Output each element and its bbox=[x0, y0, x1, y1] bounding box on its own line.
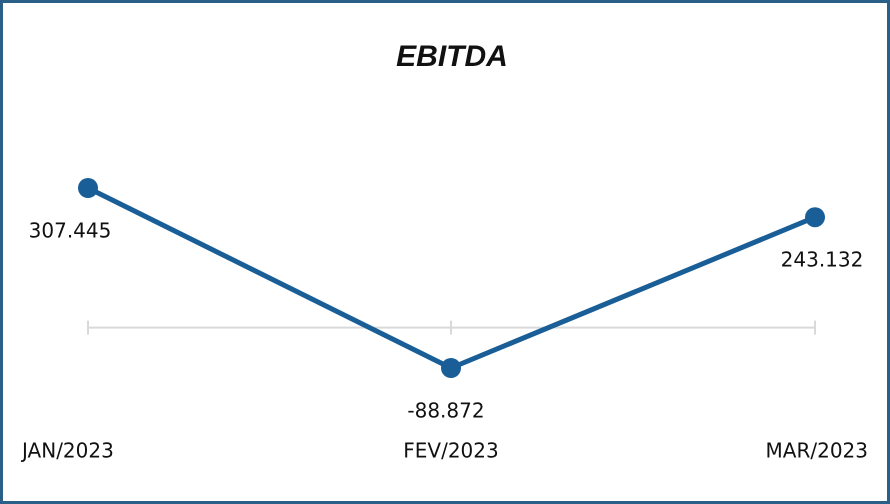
x-tick-label: FEV/2023 bbox=[403, 439, 498, 463]
x-tick-label: JAN/2023 bbox=[20, 439, 114, 463]
point bbox=[805, 207, 825, 228]
data-label: 307.445 bbox=[29, 219, 112, 243]
point bbox=[441, 358, 461, 378]
point bbox=[78, 178, 98, 198]
data-label: -88.872 bbox=[407, 399, 484, 423]
data-label: 243.132 bbox=[781, 248, 864, 272]
x-tick-label: MAR/2023 bbox=[766, 439, 868, 463]
chart-title: EBITDA bbox=[396, 40, 508, 73]
